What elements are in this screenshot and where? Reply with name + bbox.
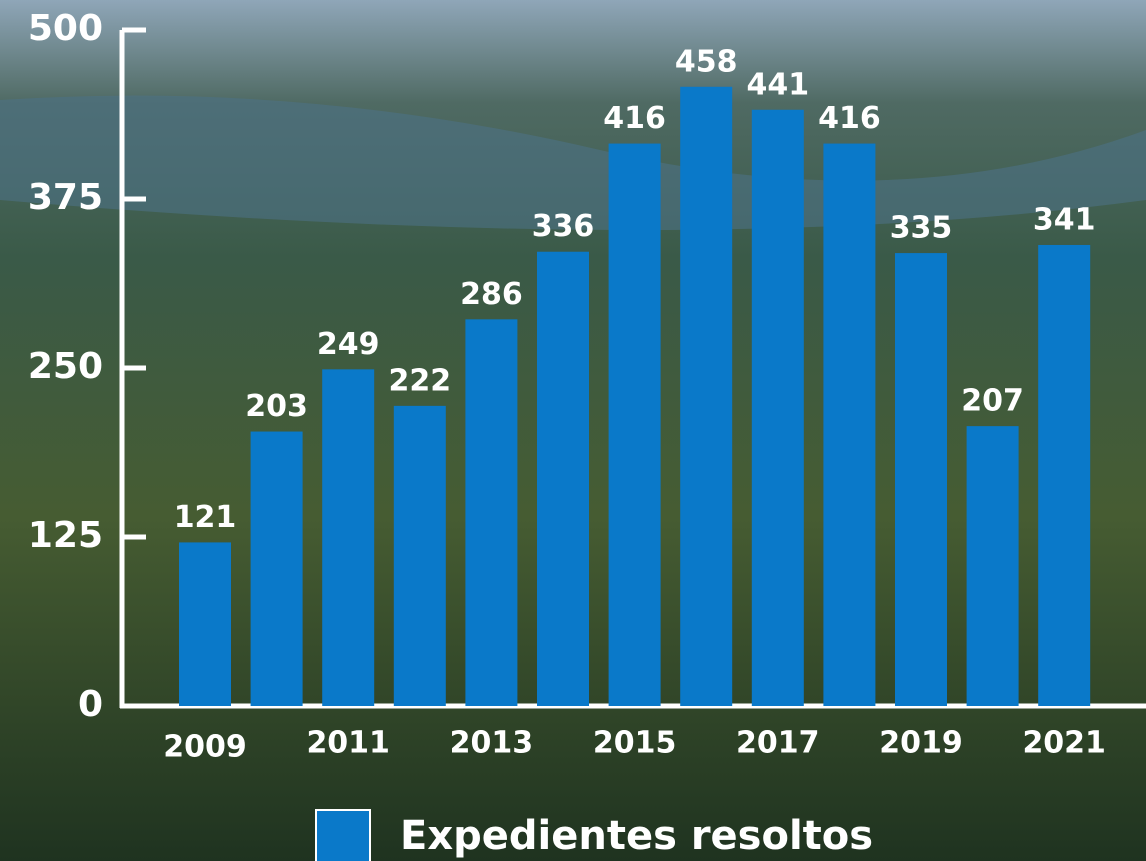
- data-label: 249: [317, 327, 380, 362]
- x-tick-label: 2013: [450, 726, 534, 761]
- data-label: 336: [532, 209, 595, 244]
- legend-label: Expedientes resoltos: [400, 813, 873, 859]
- data-label: 335: [890, 211, 953, 246]
- data-label: 458: [675, 44, 738, 79]
- bar: [680, 86, 733, 706]
- data-label: 121: [174, 500, 237, 535]
- data-label: 416: [818, 101, 881, 136]
- x-tick-label: 2019: [879, 726, 963, 761]
- x-tick-label: 2009: [163, 730, 247, 765]
- bar: [895, 253, 947, 706]
- data-label: 222: [388, 363, 451, 398]
- bar: [322, 369, 375, 706]
- x-tick-label: 2011: [306, 726, 390, 761]
- data-label: 286: [460, 277, 523, 312]
- data-label: 441: [746, 67, 809, 102]
- data-label: 341: [1033, 202, 1096, 237]
- bar: [823, 143, 876, 706]
- bar: [465, 319, 518, 706]
- bar: [608, 143, 661, 706]
- bar: [250, 431, 303, 706]
- bar: [393, 405, 446, 706]
- y-tick-label: 0: [78, 684, 103, 725]
- y-tick-label: 125: [28, 515, 103, 556]
- y-tick-label: 500: [28, 8, 103, 49]
- bar: [179, 542, 231, 706]
- x-tick-label: 2015: [593, 726, 677, 761]
- data-label: 207: [961, 384, 1024, 419]
- data-label: 416: [603, 101, 666, 136]
- bar: [966, 426, 1019, 706]
- bar: [751, 109, 804, 706]
- y-tick-label: 375: [28, 177, 103, 218]
- bar: [537, 251, 589, 706]
- x-tick-label: 2021: [1022, 726, 1106, 761]
- legend-swatch: [315, 809, 371, 861]
- data-label: 203: [245, 389, 308, 424]
- x-tick-label: 2017: [736, 726, 820, 761]
- y-tick-label: 250: [28, 346, 103, 387]
- bar: [1038, 244, 1091, 706]
